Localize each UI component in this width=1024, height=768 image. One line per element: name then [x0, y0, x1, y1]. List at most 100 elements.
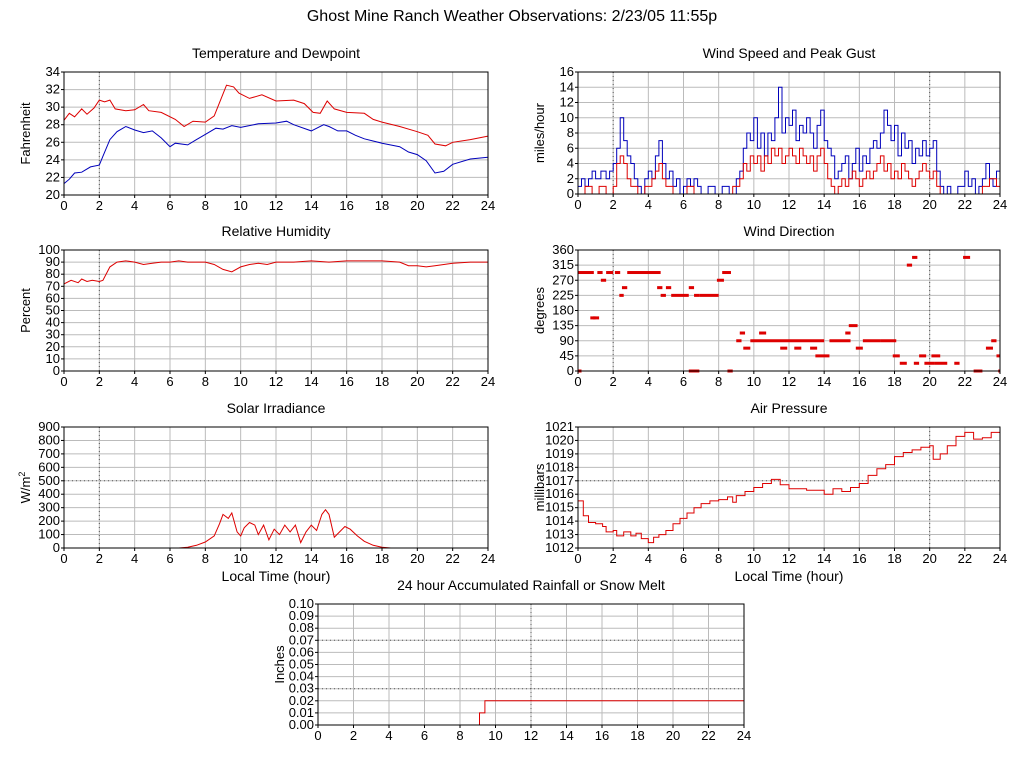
y-tick-label: 60 [46, 290, 60, 305]
x-tick-label: 18 [887, 551, 901, 566]
x-tick-label: 2 [96, 198, 103, 213]
x-tick-label: 8 [715, 551, 722, 566]
x-tick-label: 10 [233, 198, 247, 213]
x-tick-label: 24 [993, 551, 1007, 566]
y-tick-label: 0.02 [289, 693, 314, 708]
x-tick-label: 8 [202, 198, 209, 213]
y-tick-label: 0.08 [289, 620, 314, 635]
x-tick-label: 2 [610, 374, 617, 389]
data-point [736, 339, 742, 343]
y-tick-label: 315 [552, 257, 574, 272]
data-point [829, 339, 851, 343]
y-axis-label: millibars [532, 463, 547, 511]
x-tick-label: 8 [456, 728, 463, 743]
data-point [743, 346, 751, 350]
data-point [578, 271, 594, 275]
x-tick-label: 18 [630, 728, 644, 743]
y-tick-label: 30 [46, 99, 60, 114]
x-tick-label: 0 [574, 197, 581, 212]
x-tick-label: 6 [166, 198, 173, 213]
y-tick-label: 600 [38, 459, 60, 474]
y-tick-label: 0.09 [289, 608, 314, 623]
x-axis-label: Local Time (hour) [222, 568, 331, 584]
data-point [912, 255, 918, 259]
x-tick-label: 24 [481, 198, 495, 213]
x-tick-label: 0 [60, 198, 67, 213]
chart-title: Temperature and Dewpoint [192, 45, 360, 61]
y-axis-label: miles/hour [532, 102, 547, 163]
chart-rainfall: 0 2 4 6 8 10 12 14 16 18 20 22 240.000.010.020.030.0… [272, 577, 751, 743]
x-tick-label: 10 [233, 551, 247, 566]
y-tick-label: 45 [560, 348, 574, 363]
data-point [899, 361, 907, 365]
y-tick-label: 26 [46, 134, 60, 149]
x-tick-label: 2 [96, 551, 103, 566]
y-tick-label: 20 [46, 339, 60, 354]
x-tick-label: 2 [350, 728, 357, 743]
series-line-0 [578, 86, 1001, 195]
chart-title: Wind Direction [743, 223, 834, 239]
y-tick-label: 1015 [545, 500, 574, 515]
data-point [592, 316, 600, 320]
data-point [694, 293, 700, 297]
data-point [906, 263, 913, 267]
y-tick-label: 100 [38, 527, 60, 542]
y-tick-label: 10 [560, 110, 574, 125]
data-point [991, 339, 997, 343]
chart-wind-direction: 0 2 4 6 8 10 12 14 16 18 20 22 240459013518022527031… [532, 223, 1007, 389]
data-point [913, 361, 920, 365]
x-tick-label: 16 [852, 551, 866, 566]
y-tick-label: 0.07 [289, 632, 314, 647]
data-point [722, 271, 731, 275]
chart-humidity: 0 2 4 6 8 10 12 14 16 18 20 22 240102030405060708090… [18, 223, 495, 389]
data-point [665, 286, 672, 290]
data-point [688, 286, 695, 290]
x-tick-label: 14 [817, 551, 831, 566]
series-line-0 [64, 508, 488, 549]
y-tick-label: 200 [38, 513, 60, 528]
y-axis-label: Fahrenheit [18, 102, 33, 165]
x-tick-label: 14 [304, 551, 318, 566]
y-tick-label: 1017 [545, 473, 574, 488]
series-line-0 [578, 431, 1001, 544]
y-tick-label: 1020 [545, 432, 574, 447]
data-point [794, 346, 802, 350]
data-point [963, 255, 971, 259]
chart-title: Relative Humidity [222, 223, 331, 239]
y-tick-label: 10 [46, 351, 60, 366]
y-tick-label: 70 [46, 278, 60, 293]
x-tick-label: 12 [269, 551, 283, 566]
x-tick-label: 24 [481, 374, 495, 389]
y-axis-label: Inches [272, 645, 287, 684]
data-point [606, 271, 614, 275]
y-tick-label: 40 [46, 315, 60, 330]
x-tick-label: 22 [445, 551, 459, 566]
data-point [614, 271, 621, 275]
data-point [657, 286, 663, 290]
x-tick-label: 16 [339, 198, 353, 213]
x-tick-label: 0 [574, 551, 581, 566]
y-tick-label: 270 [552, 272, 574, 287]
x-tick-label: 22 [445, 374, 459, 389]
x-tick-label: 14 [559, 728, 573, 743]
y-tick-label: 100 [38, 242, 60, 257]
series-line-1 [578, 147, 1001, 195]
data-point [810, 346, 818, 350]
y-tick-label: 1018 [545, 459, 574, 474]
x-tick-label: 4 [131, 374, 138, 389]
data-point [739, 331, 746, 335]
x-tick-label: 6 [421, 728, 428, 743]
data-point [862, 339, 881, 343]
series-line-1 [63, 120, 489, 184]
y-tick-label: 1021 [545, 419, 574, 434]
x-tick-label: 16 [339, 551, 353, 566]
x-tick-label: 4 [645, 551, 652, 566]
x-tick-label: 16 [339, 374, 353, 389]
y-tick-label: 1014 [545, 513, 574, 528]
x-tick-label: 22 [958, 197, 972, 212]
x-tick-label: 12 [782, 551, 796, 566]
data-point [627, 271, 661, 275]
x-tick-label: 16 [852, 374, 866, 389]
data-point [671, 293, 689, 297]
y-tick-label: 12 [560, 95, 574, 110]
